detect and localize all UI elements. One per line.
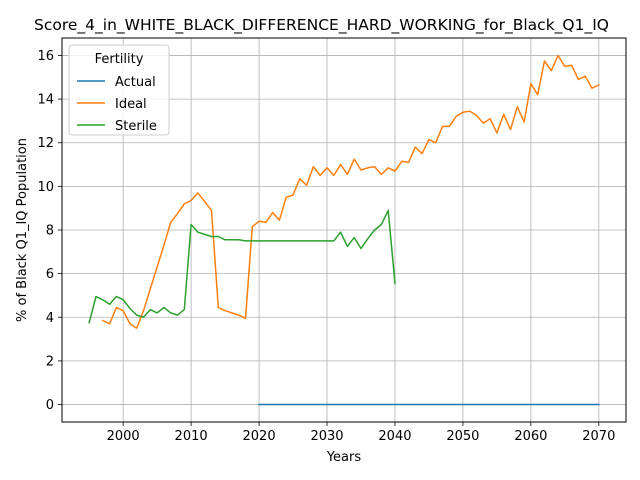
x-tick-label: 2050 bbox=[446, 429, 479, 444]
legend-box bbox=[68, 44, 170, 136]
x-tick-label: 2060 bbox=[514, 429, 547, 444]
x-tick-label: 2020 bbox=[243, 429, 276, 444]
y-tick-label: 0 bbox=[46, 398, 54, 413]
y-axis-label: % of Black Q1_IQ Population bbox=[15, 138, 30, 322]
y-tick-label: 16 bbox=[37, 49, 54, 64]
x-tick-label: 2010 bbox=[175, 429, 208, 444]
x-tick-label: 2070 bbox=[582, 429, 615, 444]
y-tick-label: 10 bbox=[37, 180, 54, 195]
legend-label-ideal: Ideal bbox=[115, 97, 147, 112]
series-lines bbox=[88, 54, 600, 406]
legend-label-actual: Actual bbox=[115, 75, 156, 90]
x-tick-label: 2040 bbox=[378, 429, 411, 444]
legend: Fertility Actual Ideal Sterile bbox=[68, 44, 170, 136]
legend-label-sterile: Sterile bbox=[115, 119, 157, 134]
x-axis-label: Years bbox=[326, 450, 362, 465]
axes: 2000 2010 2020 2030 2040 2050 2060 2070 0 2 4 6 8 10 1… bbox=[37, 49, 615, 444]
y-tick-label: 6 bbox=[46, 267, 54, 282]
x-tick-label: 2000 bbox=[107, 429, 140, 444]
legend-entries: Actual Ideal Sterile bbox=[77, 75, 157, 134]
chart-title: Score_4_in_WHITE_BLACK_DIFFERENCE_HARD_W… bbox=[34, 16, 609, 35]
series-line-sterile bbox=[88, 209, 396, 324]
grid bbox=[62, 38, 626, 422]
y-tick-label: 8 bbox=[46, 224, 54, 239]
y-tick-label: 2 bbox=[46, 354, 54, 369]
y-tick-label: 4 bbox=[46, 311, 54, 326]
x-tick-label: 2030 bbox=[310, 429, 343, 444]
y-tick-label: 12 bbox=[37, 136, 54, 151]
y-tick-label: 14 bbox=[37, 93, 54, 108]
legend-title: Fertility bbox=[95, 52, 144, 67]
series-line-ideal bbox=[101, 54, 600, 329]
